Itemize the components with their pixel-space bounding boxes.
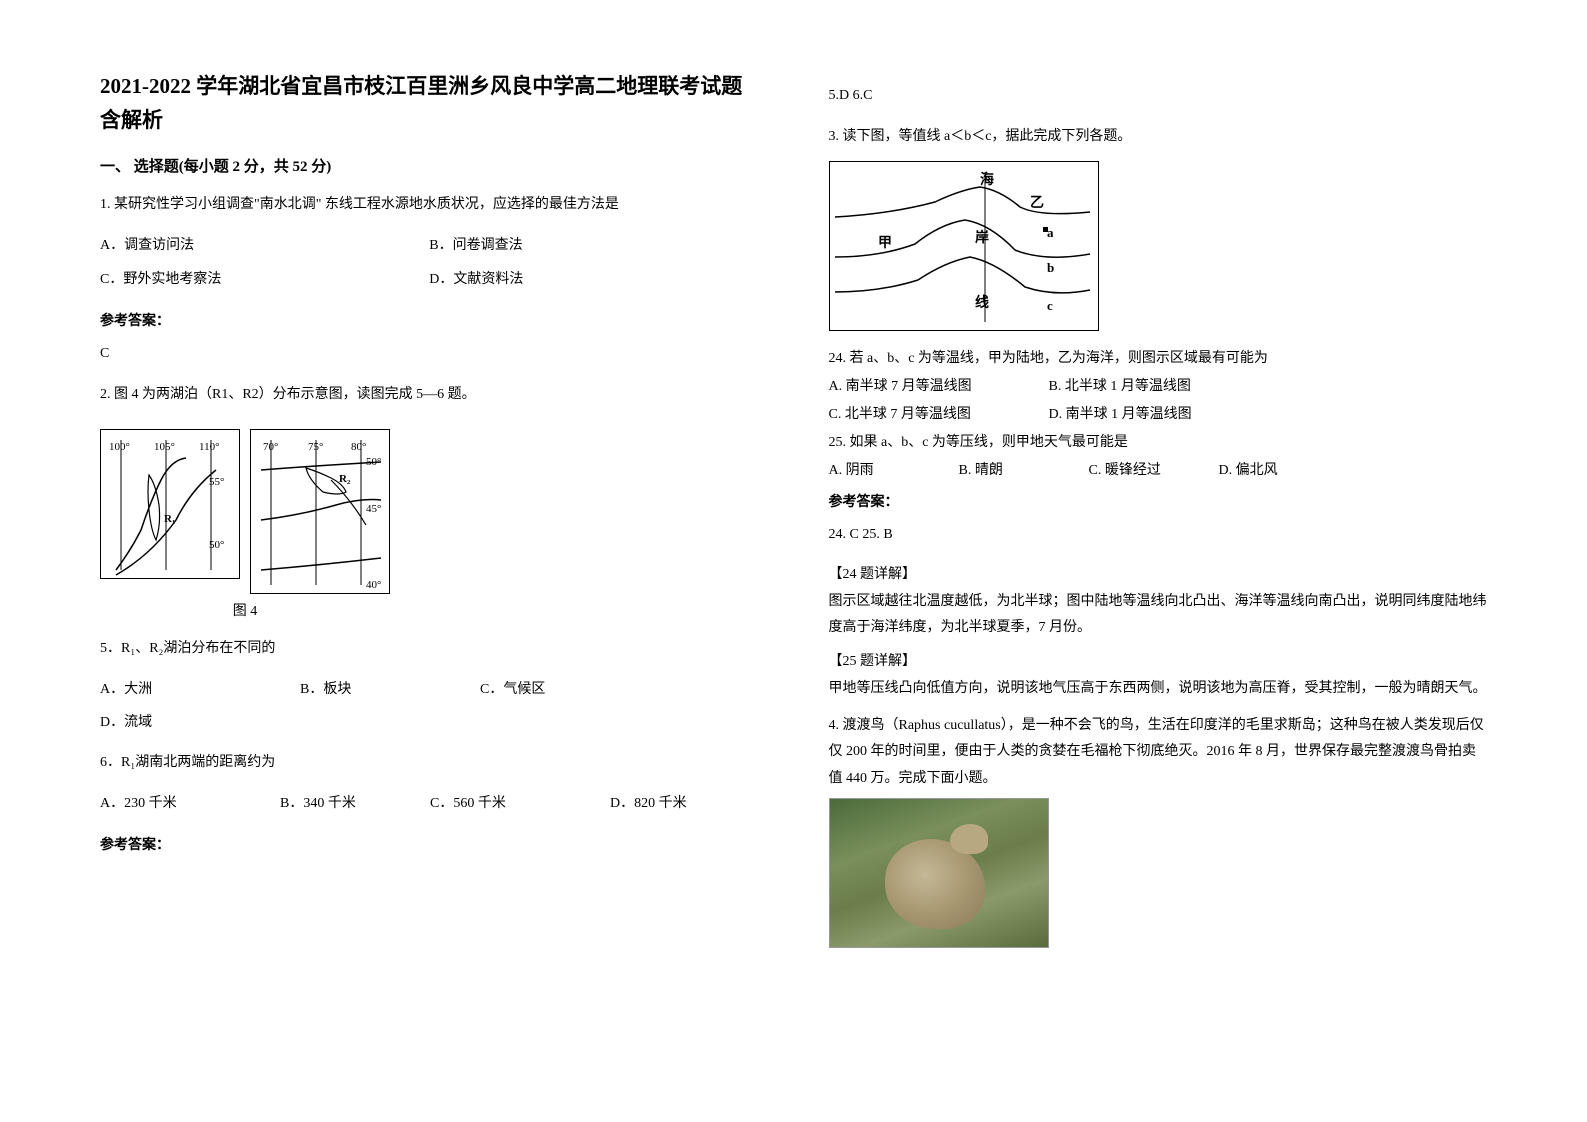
q25-opt-c: C. 暖锋经过 (1089, 457, 1219, 485)
diagram-yi: 乙 (1030, 195, 1044, 211)
q6-opt-b: B．340 千米 (280, 787, 430, 821)
q24-options: A. 南半球 7 月等温线图 B. 北半球 1 月等温线图 C. 北半球 7 月… (829, 373, 1488, 429)
map2-lon75: 75° (308, 441, 323, 453)
map1-lat50: 50° (209, 539, 224, 551)
q5-opt-a: A．大洲 (100, 673, 300, 707)
q1-options: A．调查访问法 B．问卷调查法 C．野外实地考察法 D．文献资料法 (100, 229, 759, 296)
left-column: 2021-2022 学年湖北省宜昌市枝江百里洲乡风良中学高二地理联考试题含解析 … (100, 70, 759, 1082)
q3-answer-label: 参考答案： (829, 491, 1488, 511)
q24-opt-a: A. 南半球 7 月等温线图 (829, 373, 1049, 401)
map-r2: 70° 75° 80° 50° R₂ 45° 40° (250, 429, 390, 594)
q25-stem: 25. 如果 a、b、c 为等压线，则甲地天气最可能是 (829, 429, 1488, 457)
q5-opt-c: C．气候区 (480, 673, 545, 707)
q25-options: A. 阴雨 B. 晴朗 C. 暖锋经过 D. 偏北风 (829, 457, 1488, 485)
q25-opt-b: B. 晴朗 (959, 457, 1089, 485)
q2-answer-label: 参考答案： (100, 834, 759, 854)
q25-opt-a: A. 阴雨 (829, 457, 959, 485)
q4-stem: 4. 渡渡鸟（Raphus cucullatus），是一种不会飞的鸟，生活在印度… (829, 713, 1488, 793)
q6-options: A．230 千米 B．340 千米 C．560 千米 D．820 千米 (100, 787, 759, 821)
dodo-image (829, 798, 1049, 948)
q6-opt-d: D．820 千米 (610, 787, 687, 821)
q6-opt-c: C．560 千米 (430, 787, 610, 821)
q25-explanation-body: 甲地等压线凸向低值方向，说明该地气压高于东西两侧，说明该地为高压脊，受其控制，一… (829, 676, 1488, 703)
q2-answer: 5.D 6.C (829, 82, 1488, 110)
diagram-coast: 岸 (975, 229, 989, 246)
map2-lat50: 50° (366, 456, 381, 468)
q1-stem: 1. 某研究性学习小组调查"南水北调" 东线工程水源地水质状况，应选择的最佳方法… (100, 190, 759, 221)
q25-explanation-header: 【25 题详解】 (829, 648, 1488, 676)
diagram-b: b (1047, 260, 1054, 275)
map2-lon70: 70° (263, 441, 278, 453)
q3-stem: 3. 读下图，等值线 a＜b＜c，据此完成下列各题。 (829, 122, 1488, 153)
q1-opt-d: D．文献资料法 (429, 263, 758, 297)
q5-opt-b: B．板块 (300, 673, 480, 707)
q24-opt-c: C. 北半球 7 月等温线图 (829, 401, 1049, 429)
map1-lon105: 105° (154, 441, 175, 453)
diagram-sea: 海 (980, 171, 994, 188)
map1-lon100: 100° (109, 441, 130, 453)
q1-opt-b: B．问卷调查法 (429, 229, 758, 263)
q24-opt-d: D. 南半球 1 月等温线图 (1049, 401, 1192, 429)
diagram-line: 线 (975, 294, 989, 311)
q6-stem: 6．R₁湖南北两端的距离约为 (100, 748, 759, 779)
diagram-a: a (1047, 225, 1054, 240)
map2-lon80: 80° (351, 441, 366, 453)
q1-answer-label: 参考答案： (100, 310, 759, 330)
q2-figure: 100° 105° 110° 55° R₁ 50° 70° 75° 80° (100, 429, 759, 620)
q1-opt-c: C．野外实地考察法 (100, 263, 429, 297)
map2-lat45: 45° (366, 503, 381, 515)
diagram-c: c (1047, 298, 1053, 313)
q5-stem: 5．R₁、R₂湖泊分布在不同的 (100, 634, 759, 665)
q24-opt-b: B. 北半球 1 月等温线图 (1049, 373, 1191, 401)
q6-opt-a: A．230 千米 (100, 787, 280, 821)
q1-answer: C (100, 340, 759, 368)
map1-r1: R₁ (164, 513, 175, 525)
right-column: 5.D 6.C 3. 读下图，等值线 a＜b＜c，据此完成下列各题。 海 岸 线… (829, 70, 1488, 1082)
section-1-header: 一、 选择题(每小题 2 分，共 52 分) (100, 155, 759, 176)
diagram-jia: 甲 (878, 235, 892, 251)
map2-lat40: 40° (366, 579, 381, 591)
q24-explanation-body: 图示区域越往北温度越低，为北半球；图中陆地等温线向北凸出、海洋等温线向南凸出，说… (829, 589, 1488, 642)
map1-lat55: 55° (209, 476, 224, 488)
q2-figure-caption: 图 4 (100, 600, 390, 620)
q1-opt-a: A．调查访问法 (100, 229, 429, 263)
q24-explanation-header: 【24 题详解】 (829, 561, 1488, 589)
q2-stem: 2. 图 4 为两湖泊（R1、R2）分布示意图，读图完成 5—6 题。 (100, 380, 759, 411)
map1-lon110: 110° (199, 441, 220, 453)
exam-title: 2021-2022 学年湖北省宜昌市枝江百里洲乡风良中学高二地理联考试题含解析 (100, 70, 759, 137)
q5-opt-d: D．流域 (100, 706, 300, 740)
map-r1: 100° 105° 110° 55° R₁ 50° (100, 429, 240, 579)
q24-stem: 24. 若 a、b、c 为等温线，甲为陆地，乙为海洋，则图示区域最有可能为 (829, 345, 1488, 373)
q5-options: A．大洲 B．板块 C．气候区 D．流域 (100, 673, 759, 740)
q3-answer: 24. C 25. B (829, 521, 1488, 549)
q3-contour-diagram: 海 岸 线 甲 乙 a b c (829, 161, 1099, 331)
q25-opt-d: D. 偏北风 (1219, 457, 1278, 485)
map2-r2: R₂ (339, 473, 351, 485)
